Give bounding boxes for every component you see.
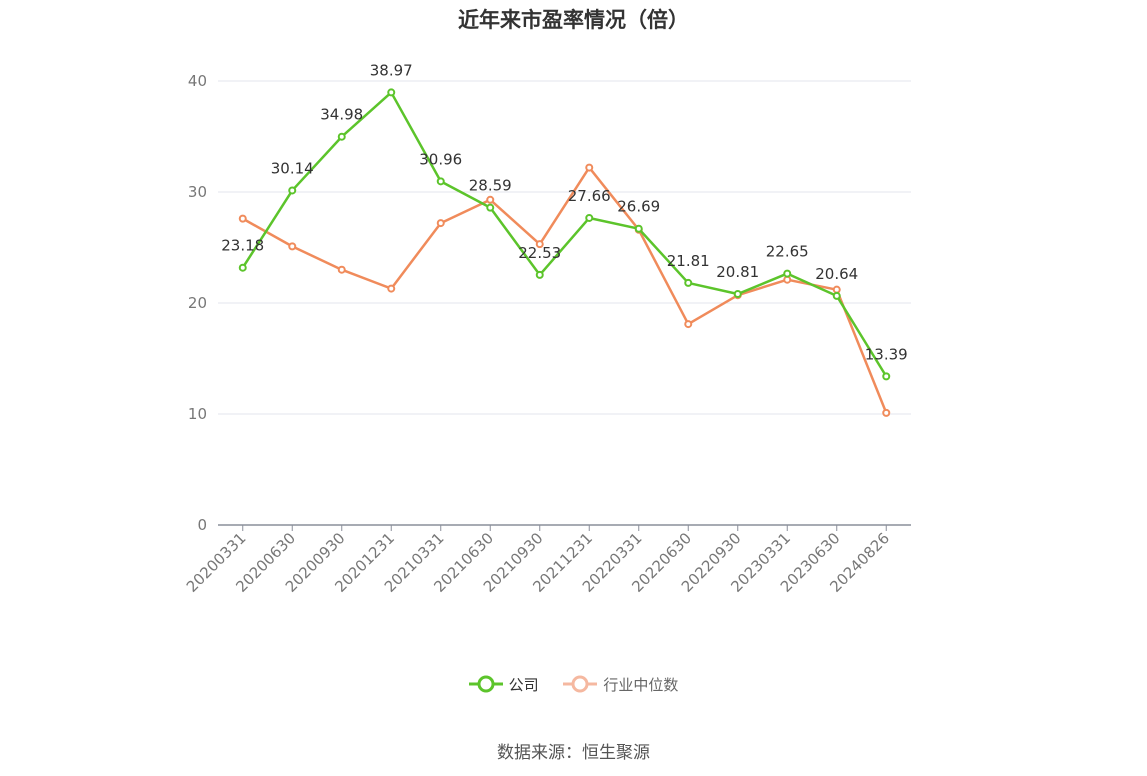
- data-point[interactable]: [486, 195, 495, 204]
- data-point[interactable]: [585, 163, 594, 172]
- data-point[interactable]: [288, 242, 297, 251]
- chart-title: 近年来市盈率情况（倍）: [458, 8, 689, 32]
- data-label: 27.66: [568, 187, 611, 205]
- axes: 0102030402020033120200630202009302020123…: [183, 72, 911, 596]
- data-point[interactable]: [288, 186, 297, 195]
- data-point[interactable]: [684, 278, 693, 287]
- data-point[interactable]: [733, 290, 742, 299]
- legend-item-company[interactable]: 公司: [468, 672, 539, 696]
- data-label: 30.14: [271, 159, 314, 177]
- data-point[interactable]: [387, 284, 396, 293]
- data-label: 22.53: [518, 244, 561, 262]
- data-label: 34.98: [320, 106, 363, 124]
- data-point[interactable]: [832, 291, 841, 300]
- data-label: 28.59: [469, 177, 512, 195]
- data-point[interactable]: [832, 285, 841, 294]
- legend-company-icon: [468, 675, 503, 693]
- data-point[interactable]: [783, 269, 792, 278]
- legend-label-company: 公司: [508, 675, 539, 694]
- data-label: 23.18: [221, 237, 264, 255]
- legend-label-industry: 行业中位数: [603, 675, 679, 694]
- y-tick-label: 30: [188, 183, 207, 201]
- data-point[interactable]: [238, 263, 247, 272]
- data-point[interactable]: [486, 203, 495, 212]
- data-point[interactable]: [535, 270, 544, 279]
- source-text: 数据来源：恒生聚源: [497, 743, 650, 763]
- series-line-0: [241, 91, 888, 378]
- data-point[interactable]: [337, 265, 346, 274]
- data-point[interactable]: [436, 219, 445, 228]
- legend: 公司 行业中位数: [0, 672, 1147, 700]
- data-point[interactable]: [238, 214, 247, 223]
- data-point[interactable]: [783, 275, 792, 284]
- data-label: 20.81: [716, 263, 759, 281]
- y-tick-label: 0: [197, 516, 207, 534]
- grid-lines: [218, 80, 911, 415]
- data-label: 20.64: [815, 265, 858, 283]
- data-point[interactable]: [882, 408, 891, 417]
- data-point[interactable]: [684, 320, 693, 329]
- data-point[interactable]: [436, 177, 445, 186]
- data-point[interactable]: [387, 88, 396, 97]
- data-point[interactable]: [585, 213, 594, 222]
- y-tick-label: 40: [188, 72, 207, 90]
- data-labels: 23.18 30.14 34.98 38.97 30.96 28.59 22.53 27.66…: [221, 61, 907, 363]
- legend-industry-icon: [563, 675, 598, 693]
- data-label: 13.39: [865, 345, 908, 363]
- data-label: 38.97: [370, 61, 413, 79]
- data-point[interactable]: [535, 240, 544, 249]
- data-label: 21.81: [667, 252, 710, 270]
- y-tick-label: 20: [188, 294, 207, 312]
- series: [238, 88, 891, 417]
- legend-item-industry[interactable]: 行业中位数: [563, 672, 678, 696]
- data-point[interactable]: [634, 224, 643, 233]
- data-label: 30.96: [419, 150, 462, 168]
- series-line-1: [242, 166, 888, 414]
- y-tick-label: 10: [188, 405, 207, 423]
- data-label: 22.65: [766, 243, 809, 261]
- data-point[interactable]: [337, 132, 346, 141]
- data-point[interactable]: [882, 372, 891, 381]
- data-label: 26.69: [617, 198, 660, 216]
